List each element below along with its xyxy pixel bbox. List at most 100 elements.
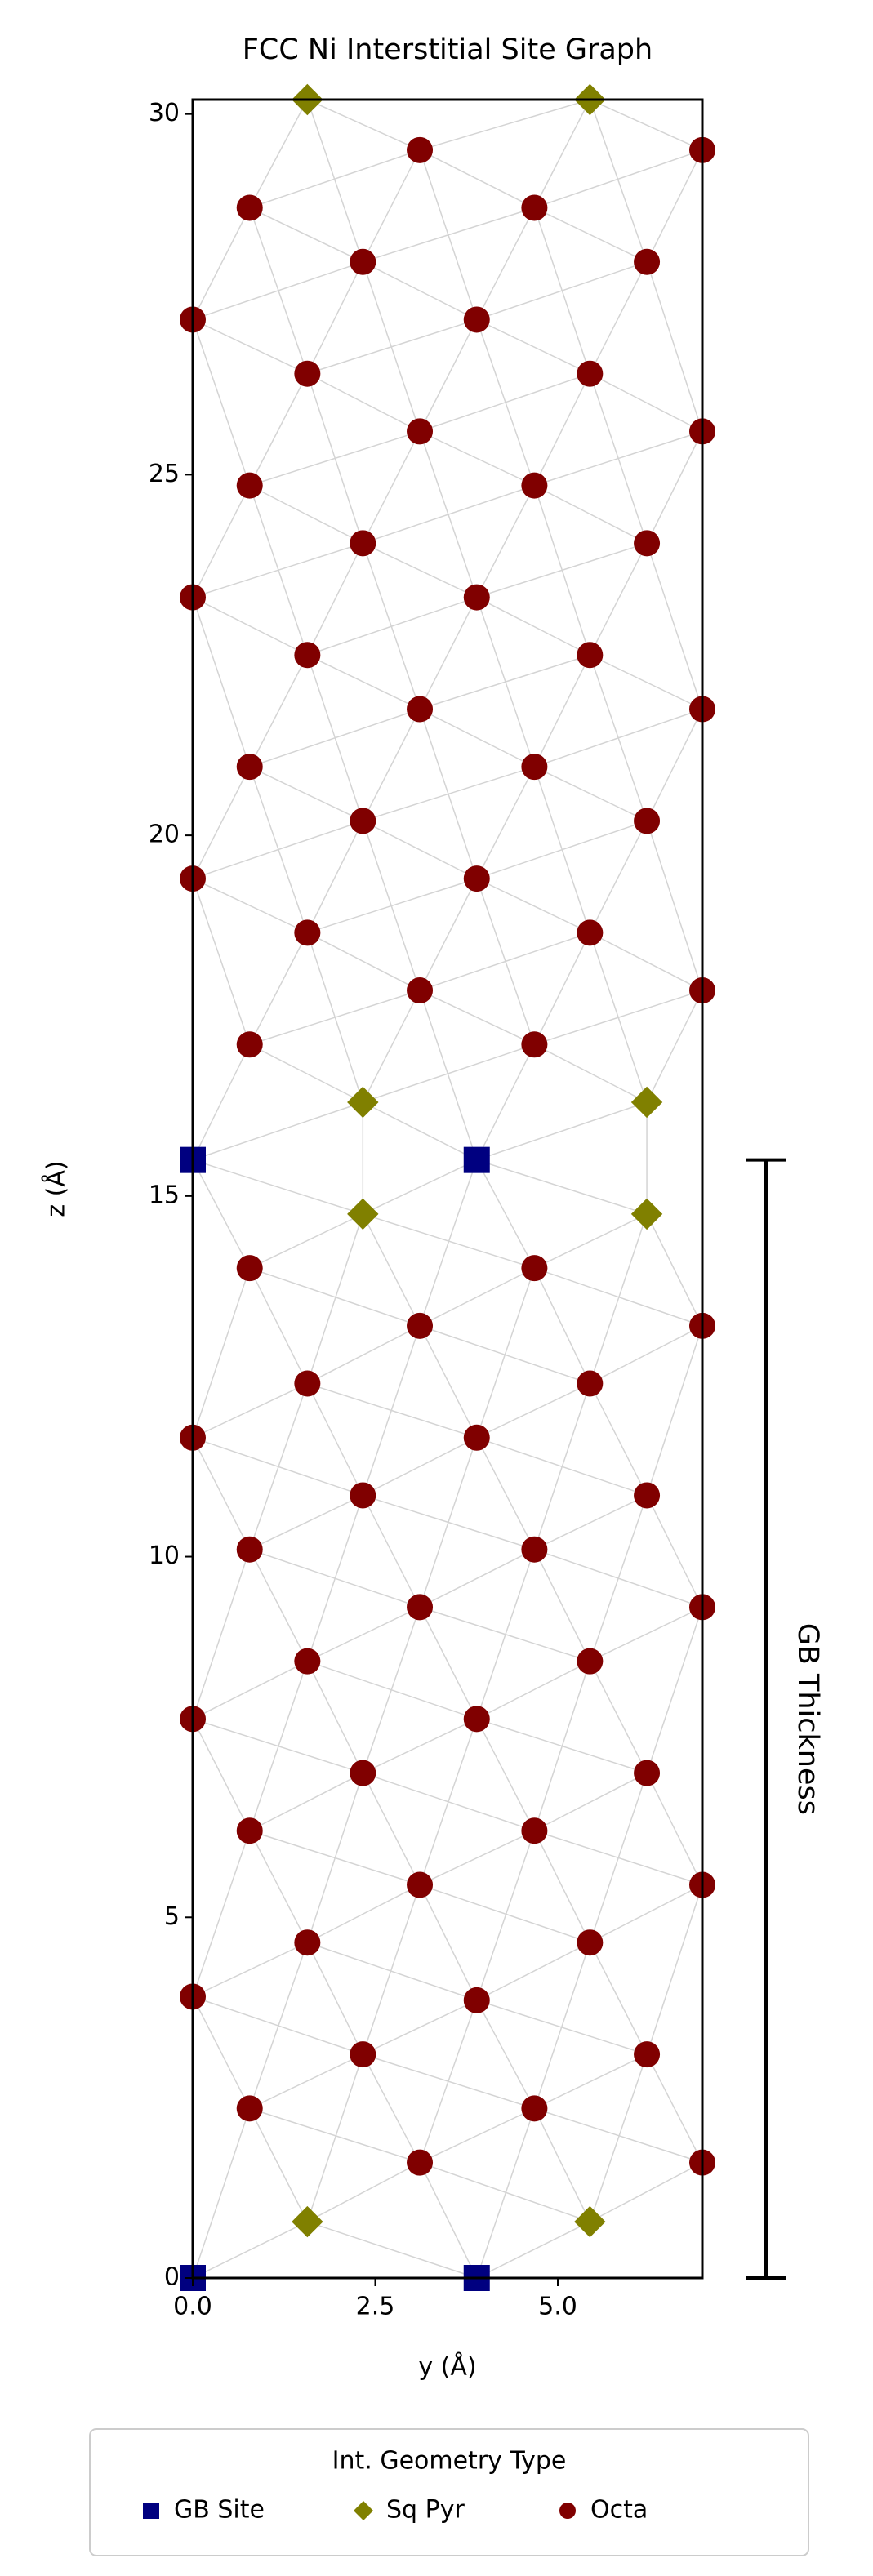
edge bbox=[192, 596, 308, 656]
edge bbox=[306, 1213, 364, 1384]
edge bbox=[249, 654, 309, 767]
edge bbox=[192, 878, 251, 1045]
edge bbox=[646, 261, 703, 432]
edge bbox=[249, 2053, 363, 2110]
edge bbox=[362, 1718, 478, 1774]
marker-circle bbox=[407, 696, 434, 723]
edge bbox=[476, 207, 536, 320]
edge bbox=[646, 431, 703, 544]
edge bbox=[192, 766, 251, 879]
edge bbox=[419, 372, 590, 433]
annotation-label: GB Thickness bbox=[791, 1623, 824, 1815]
edge bbox=[363, 207, 535, 263]
edge bbox=[249, 1494, 363, 1550]
edge bbox=[249, 1549, 309, 1662]
edge bbox=[363, 484, 535, 545]
edge bbox=[192, 2108, 251, 2279]
edge bbox=[249, 766, 363, 822]
edge bbox=[534, 1494, 648, 1550]
edge bbox=[362, 2000, 478, 2055]
edge bbox=[476, 1159, 648, 1215]
marker-circle bbox=[521, 194, 548, 221]
edge bbox=[589, 373, 703, 433]
edge bbox=[362, 709, 421, 821]
edge bbox=[419, 597, 478, 710]
marker-circle bbox=[521, 2095, 548, 2122]
edge bbox=[362, 2053, 421, 2163]
edge bbox=[419, 1884, 478, 2001]
edge bbox=[589, 2161, 703, 2222]
edge bbox=[646, 543, 703, 710]
edge bbox=[533, 1830, 590, 1943]
edge bbox=[533, 99, 590, 208]
edge bbox=[419, 1830, 535, 1886]
edge bbox=[589, 1383, 648, 1496]
marker-circle bbox=[559, 2503, 576, 2519]
marker-circle bbox=[577, 1648, 604, 1675]
edge bbox=[192, 1437, 251, 1550]
edge bbox=[307, 932, 421, 991]
marker-circle bbox=[236, 1255, 263, 1282]
edge bbox=[192, 597, 251, 767]
edge bbox=[476, 1437, 648, 1497]
y-tick-label: 0 bbox=[164, 2263, 180, 2292]
edge bbox=[307, 1942, 478, 2001]
edge bbox=[192, 1159, 251, 1269]
marker-circle bbox=[634, 1482, 661, 1509]
edge bbox=[192, 1718, 251, 1831]
y-tick-label: 20 bbox=[149, 821, 180, 849]
edge bbox=[362, 990, 421, 1103]
edge bbox=[249, 990, 421, 1046]
marker-circle bbox=[634, 248, 661, 275]
marker-circle bbox=[294, 919, 321, 946]
edge bbox=[476, 1043, 536, 1160]
edge bbox=[419, 2107, 535, 2164]
edge bbox=[646, 990, 703, 1103]
edge bbox=[646, 1495, 703, 1608]
edge bbox=[589, 1325, 703, 1385]
edge bbox=[249, 2108, 309, 2222]
edge bbox=[419, 708, 535, 767]
edge bbox=[306, 1661, 363, 1773]
legend-label: GB Site bbox=[174, 2496, 265, 2525]
edge bbox=[646, 1884, 703, 2055]
marker-circle bbox=[463, 1987, 490, 2013]
edge bbox=[534, 1549, 703, 1608]
edge bbox=[590, 654, 703, 710]
marker-circle bbox=[350, 808, 376, 834]
legend-box bbox=[89, 2428, 809, 2556]
edge bbox=[646, 821, 703, 991]
edge bbox=[419, 1549, 535, 1608]
edge bbox=[476, 485, 536, 598]
edge bbox=[534, 149, 703, 209]
edge bbox=[307, 654, 421, 710]
edge bbox=[306, 542, 363, 656]
edge bbox=[534, 766, 648, 822]
edge bbox=[363, 1772, 535, 1831]
edge bbox=[533, 1267, 591, 1384]
edge bbox=[419, 990, 478, 1160]
edge bbox=[476, 318, 590, 375]
edge bbox=[192, 1942, 308, 1998]
edge bbox=[192, 1996, 251, 2109]
edge bbox=[249, 1830, 421, 1886]
edge bbox=[533, 373, 590, 486]
edge bbox=[362, 261, 478, 321]
marker-circle bbox=[577, 1370, 604, 1397]
marker-circle bbox=[521, 754, 548, 781]
edge bbox=[534, 990, 703, 1046]
edge bbox=[419, 1325, 590, 1385]
marker-circle bbox=[294, 1929, 321, 1956]
edge bbox=[249, 99, 309, 208]
edge bbox=[476, 596, 590, 656]
edge bbox=[419, 1606, 590, 1662]
edge bbox=[307, 1884, 421, 1943]
edge bbox=[306, 1383, 363, 1496]
edge bbox=[476, 2108, 536, 2279]
edge bbox=[534, 1830, 703, 1886]
edge bbox=[589, 2053, 648, 2222]
edge bbox=[362, 1437, 478, 1497]
edge bbox=[307, 878, 477, 934]
edge bbox=[589, 261, 648, 375]
